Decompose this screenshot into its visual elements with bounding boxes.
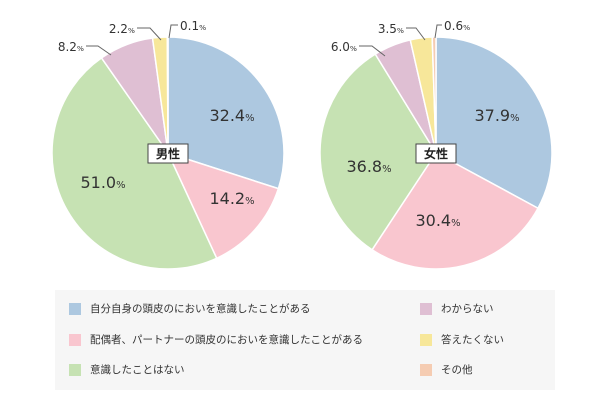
legend-label: わからない [441, 303, 494, 315]
pie-slice [166, 36, 169, 154]
data-label: 14.2% [209, 189, 254, 208]
leader-line [406, 27, 426, 41]
pie-slice [319, 53, 437, 251]
pie-slice [167, 36, 285, 190]
leader-line [86, 45, 112, 56]
leader-line [137, 27, 162, 41]
legend-item: 配偶者、パートナーの頭皮のにおいを意識したことがある [69, 332, 363, 347]
pie-title-box [147, 143, 189, 164]
data-label: 51.0% [80, 173, 125, 192]
pie-title: 女性 [415, 143, 457, 164]
legend-swatch [69, 302, 81, 315]
data-label: 0.6% [444, 19, 470, 33]
pie-slice [435, 36, 553, 210]
legend-item: 意識したことはない [69, 362, 185, 377]
pie-title-text: 男性 [156, 146, 180, 161]
legend-swatch [420, 333, 432, 346]
data-label: 32.4% [209, 106, 254, 125]
pie-slice [431, 36, 437, 154]
legend-swatch [69, 363, 81, 376]
legend-label: 意識したことはない [90, 364, 185, 376]
pie-title: 男性 [147, 143, 189, 164]
legend-swatch [420, 363, 432, 376]
data-label: 0.1% [180, 19, 206, 33]
leader-line [434, 24, 442, 39]
legend-item: 自分自身の頭皮のにおいを意識したことがある [69, 301, 311, 316]
pie-chart: 女性 37.9% 30.4% 36.8% 6.0% 3.5% 0.6% [319, 19, 553, 270]
pie-slice [51, 56, 218, 270]
pie-title-text: 女性 [424, 146, 448, 161]
leader-line [168, 24, 178, 39]
data-label: 36.8% [346, 157, 391, 176]
pie-title-box [415, 143, 457, 164]
legend-swatch [69, 333, 81, 346]
data-label: 3.5% [378, 22, 404, 36]
legend-swatch [420, 302, 432, 315]
data-label: 30.4% [415, 211, 460, 230]
legend-item: 答えたくない [420, 332, 504, 347]
legend-item: わからない [420, 301, 494, 316]
legend: 自分自身の頭皮のにおいを意識したことがある 配偶者、パートナーの頭皮のにおいを意… [55, 290, 555, 390]
pie-slice [166, 151, 280, 260]
legend-item: その他 [420, 362, 473, 377]
pie-chart: 男性 32.4% 14.2% 51.0% 8.2% 2.2% 0.1% [51, 19, 285, 270]
legend-label: その他 [441, 364, 473, 376]
data-label: 2.2% [109, 22, 135, 36]
legend-label: 自分自身の頭皮のにおいを意識したことがある [90, 303, 311, 315]
data-label: 6.0% [331, 40, 357, 54]
data-label: 37.9% [474, 106, 519, 125]
pie-charts: 男性 32.4% 14.2% 51.0% 8.2% 2.2% 0.1% 女性 37.9% 30.4… [51, 19, 553, 270]
pie-slice [371, 152, 540, 270]
legend-label: 配偶者、パートナーの頭皮のにおいを意識したことがある [90, 334, 363, 346]
data-label: 8.2% [58, 40, 84, 54]
leader-line [359, 45, 386, 57]
legend-label: 答えたくない [441, 334, 504, 346]
